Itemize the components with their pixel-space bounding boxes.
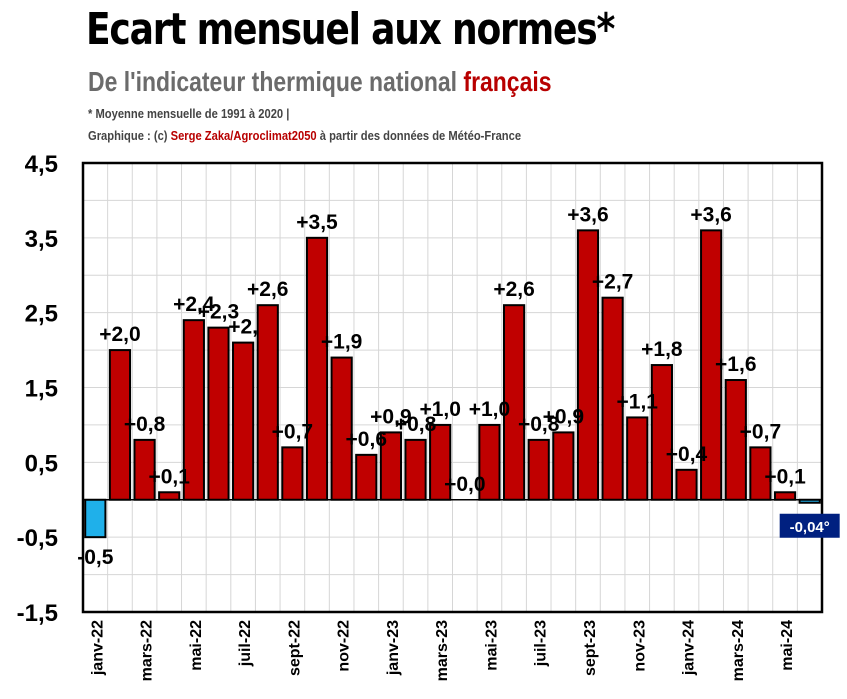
data-label: +0,7	[272, 420, 313, 443]
credit-author: Serge Zaka/Agroclimat2050	[170, 128, 317, 143]
x-tick-label: juil-22	[237, 620, 254, 667]
bar	[256, 304, 279, 501]
y-tick-label: -0,5	[17, 525, 58, 552]
bar	[108, 349, 132, 501]
label-layer: -0,5 +2,0 +0,8 +0,1 +2,4+2,3+2, +2,6 +0,7 +3,5 +…	[77, 203, 840, 569]
data-label: +0,4	[666, 443, 708, 466]
data-label: +0,1	[148, 465, 190, 488]
bar	[182, 319, 205, 501]
data-label: +2,6	[493, 278, 534, 301]
data-label: +2,0	[99, 323, 140, 346]
x-tick-label: mars-22	[139, 620, 156, 681]
bar	[232, 341, 255, 501]
bar	[305, 236, 329, 501]
subtitle-main: De l'indicateur thermique national	[88, 66, 464, 97]
data-label: +3,6	[567, 203, 608, 226]
data-label: +2,4	[173, 293, 215, 316]
data-label: +3,6	[690, 203, 731, 226]
bar	[700, 229, 723, 501]
data-label: +2,3	[198, 301, 239, 324]
data-label: -0,5	[77, 546, 114, 569]
credit-prefix: Graphique : (c)	[88, 128, 171, 143]
bar	[429, 423, 452, 501]
x-tick-label: sept-23	[582, 620, 599, 676]
data-label: +1,9	[321, 331, 362, 354]
bar	[404, 438, 427, 501]
bar	[650, 364, 673, 501]
subtitle-accent: français	[463, 66, 552, 97]
y-tick-label: 3,5	[25, 226, 58, 253]
bar	[552, 431, 575, 501]
data-label: +2,6	[247, 278, 288, 301]
bar	[576, 229, 600, 501]
bar	[158, 491, 181, 501]
plot-frame	[81, 161, 824, 614]
data-label: +0,1	[764, 465, 806, 488]
bar	[502, 304, 526, 501]
x-tick-label: janv-22	[89, 620, 106, 676]
y-tick-label: 4,5	[25, 151, 58, 178]
credit-suffix: à partir des données de Météo-France	[316, 128, 522, 143]
data-label: +1,6	[715, 353, 756, 376]
bar	[281, 446, 304, 501]
bar	[527, 438, 550, 501]
bar	[330, 356, 353, 501]
bar	[773, 491, 797, 501]
latest-value-box	[779, 513, 840, 538]
x-tick-label: nov-22	[336, 620, 353, 672]
bar	[379, 431, 403, 501]
bar	[84, 498, 107, 539]
data-label: -0,04°	[790, 519, 830, 536]
bar	[601, 296, 624, 501]
x-tick-label: nov-23	[631, 620, 648, 672]
data-label: +1,0	[419, 398, 460, 421]
bar	[724, 379, 747, 501]
data-label: +2,	[228, 316, 258, 339]
y-tick-label: -1,5	[17, 600, 58, 627]
normal-period-note: * Moyenne mensuelle de 1991 à 2020 |	[88, 106, 290, 121]
data-label: +0,8	[518, 413, 560, 436]
data-label: +0,8	[395, 413, 437, 436]
x-tick-label: janv-24	[681, 620, 698, 676]
bar-layer	[84, 229, 821, 539]
data-label: +2,7	[592, 271, 633, 294]
bar	[626, 416, 649, 501]
bar	[798, 498, 821, 504]
x-tick-label: sept-22	[286, 620, 303, 676]
bar	[133, 438, 156, 501]
data-label: +1,8	[641, 338, 683, 361]
data-label: +1,0	[469, 398, 510, 421]
x-tick-label: mai-23	[483, 620, 500, 671]
data-label: +0,9	[543, 405, 584, 428]
credit-line: Graphique : (c) Serge Zaka/Agroclimat205…	[88, 128, 521, 143]
y-tick-label: 2,5	[25, 301, 58, 328]
y-tick-label: 1,5	[25, 376, 58, 403]
chart-title: Ecart mensuel aux normes*	[86, 4, 615, 55]
data-label: +0,7	[740, 420, 781, 443]
y-axis: 4,5 3,5 2,5 1,5 0,5 -0,5 -1,5	[17, 151, 58, 627]
data-label: +0,8	[124, 413, 166, 436]
bar	[478, 423, 501, 501]
y-tick-label: 0,5	[25, 450, 58, 477]
data-label: +3,5	[296, 211, 338, 234]
x-tick-label: mars-23	[434, 620, 451, 681]
x-tick-label: mai-22	[188, 620, 205, 671]
bar	[207, 326, 230, 501]
chart-subtitle: De l'indicateur thermique national franç…	[88, 66, 552, 98]
bar	[355, 453, 378, 501]
data-label: +0,9	[370, 405, 411, 428]
x-tick-label: juil-23	[533, 620, 550, 667]
bar	[675, 468, 698, 501]
x-tick-label: janv-23	[385, 620, 402, 676]
data-label: +0,6	[346, 428, 387, 451]
bar	[749, 446, 772, 501]
data-label: +1,1	[617, 390, 659, 413]
x-tick-label: mai-24	[779, 620, 796, 671]
data-label: +0,0	[444, 473, 485, 496]
x-axis: janv-22 mars-22 mai-22 juil-22 sept-22 nov-22…	[89, 620, 796, 681]
x-tick-label: mars-24	[730, 620, 747, 681]
grid-layer	[82, 162, 823, 613]
